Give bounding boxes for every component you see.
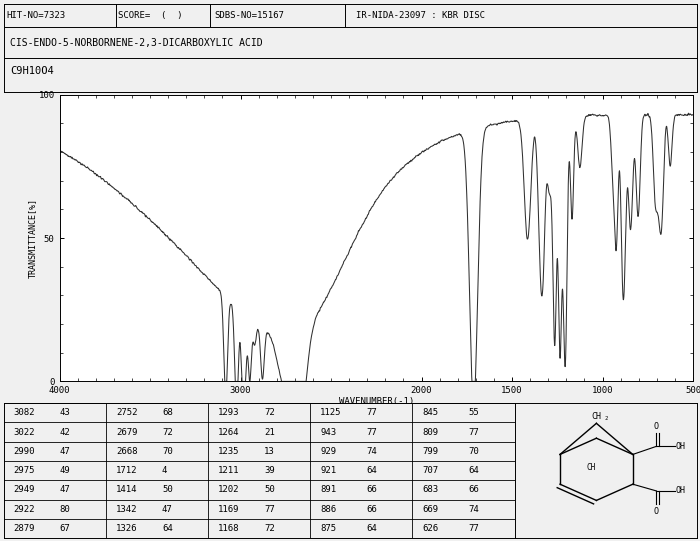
Text: 77: 77 <box>468 427 480 437</box>
Text: O: O <box>654 422 659 431</box>
Text: 1125: 1125 <box>321 408 342 417</box>
Text: 39: 39 <box>264 466 275 475</box>
Text: 70: 70 <box>468 447 480 456</box>
Text: 64: 64 <box>366 466 377 475</box>
Text: 875: 875 <box>321 524 337 533</box>
Text: 47: 47 <box>60 485 71 494</box>
Text: 2922: 2922 <box>14 505 35 514</box>
Text: CIS-ENDO-5-NORBORNENE-2,3-DICARBOXYLIC ACID: CIS-ENDO-5-NORBORNENE-2,3-DICARBOXYLIC A… <box>10 38 263 48</box>
Text: 77: 77 <box>468 524 480 533</box>
Text: 43: 43 <box>60 408 71 417</box>
Text: 49: 49 <box>60 466 71 475</box>
Y-axis label: TRANSMITTANCE[%]: TRANSMITTANCE[%] <box>28 198 37 278</box>
Text: 21: 21 <box>264 427 275 437</box>
Text: 50: 50 <box>162 485 173 494</box>
Text: 50: 50 <box>264 485 275 494</box>
Text: 74: 74 <box>366 447 377 456</box>
Text: 3022: 3022 <box>14 427 35 437</box>
Text: 1202: 1202 <box>218 485 239 494</box>
Text: IR-NIDA-23097 : KBR DISC: IR-NIDA-23097 : KBR DISC <box>356 11 484 20</box>
Text: 47: 47 <box>162 505 173 514</box>
Text: SCORE=  (  ): SCORE= ( ) <box>118 11 183 20</box>
Text: 1342: 1342 <box>116 505 137 514</box>
Text: 55: 55 <box>468 408 480 417</box>
Text: 2: 2 <box>605 417 608 421</box>
Text: 1293: 1293 <box>218 408 239 417</box>
Text: CH: CH <box>592 412 601 421</box>
Text: O: O <box>654 506 659 516</box>
Text: CH: CH <box>587 464 596 472</box>
Text: 13: 13 <box>264 447 275 456</box>
Text: 1211: 1211 <box>218 466 239 475</box>
Text: 1326: 1326 <box>116 524 137 533</box>
Text: 77: 77 <box>366 427 377 437</box>
Text: 2752: 2752 <box>116 408 137 417</box>
Text: 707: 707 <box>423 466 439 475</box>
Text: 921: 921 <box>321 466 337 475</box>
Text: 1712: 1712 <box>116 466 137 475</box>
Text: OH: OH <box>676 486 685 496</box>
Text: 64: 64 <box>468 466 480 475</box>
Text: 683: 683 <box>423 485 439 494</box>
Text: 943: 943 <box>321 427 337 437</box>
Text: OH: OH <box>676 442 685 451</box>
Text: 1169: 1169 <box>218 505 239 514</box>
Text: 2990: 2990 <box>14 447 35 456</box>
Text: 47: 47 <box>60 447 71 456</box>
Text: 809: 809 <box>423 427 439 437</box>
Text: 64: 64 <box>162 524 173 533</box>
Text: 66: 66 <box>366 485 377 494</box>
Text: 845: 845 <box>423 408 439 417</box>
X-axis label: WAVENUMBER(-1): WAVENUMBER(-1) <box>339 397 414 406</box>
Text: 1168: 1168 <box>218 524 239 533</box>
Text: 799: 799 <box>423 447 439 456</box>
Text: C9H10O4: C9H10O4 <box>10 67 54 76</box>
Text: 66: 66 <box>366 505 377 514</box>
Text: 67: 67 <box>60 524 71 533</box>
Text: 2949: 2949 <box>14 485 35 494</box>
Text: 74: 74 <box>468 505 480 514</box>
Text: SDBS-NO=15167: SDBS-NO=15167 <box>214 11 284 20</box>
Text: 886: 886 <box>321 505 337 514</box>
Text: 80: 80 <box>60 505 71 514</box>
Text: HIT-NO=7323: HIT-NO=7323 <box>7 11 66 20</box>
Text: 626: 626 <box>423 524 439 533</box>
Text: 2879: 2879 <box>14 524 35 533</box>
Text: 68: 68 <box>162 408 173 417</box>
Text: 3082: 3082 <box>14 408 35 417</box>
Text: 70: 70 <box>162 447 173 456</box>
Text: 42: 42 <box>60 427 71 437</box>
Text: 66: 66 <box>468 485 480 494</box>
Text: 1235: 1235 <box>218 447 239 456</box>
Text: 77: 77 <box>366 408 377 417</box>
Text: 1264: 1264 <box>218 427 239 437</box>
Text: 72: 72 <box>264 408 275 417</box>
Text: 72: 72 <box>264 524 275 533</box>
Text: 1414: 1414 <box>116 485 137 494</box>
Text: 2975: 2975 <box>14 466 35 475</box>
Text: 77: 77 <box>264 505 275 514</box>
Text: 2668: 2668 <box>116 447 137 456</box>
Text: 2679: 2679 <box>116 427 137 437</box>
Text: 929: 929 <box>321 447 337 456</box>
Text: 669: 669 <box>423 505 439 514</box>
Text: 72: 72 <box>162 427 173 437</box>
Text: 64: 64 <box>366 524 377 533</box>
Text: 4: 4 <box>162 466 167 475</box>
Text: 891: 891 <box>321 485 337 494</box>
